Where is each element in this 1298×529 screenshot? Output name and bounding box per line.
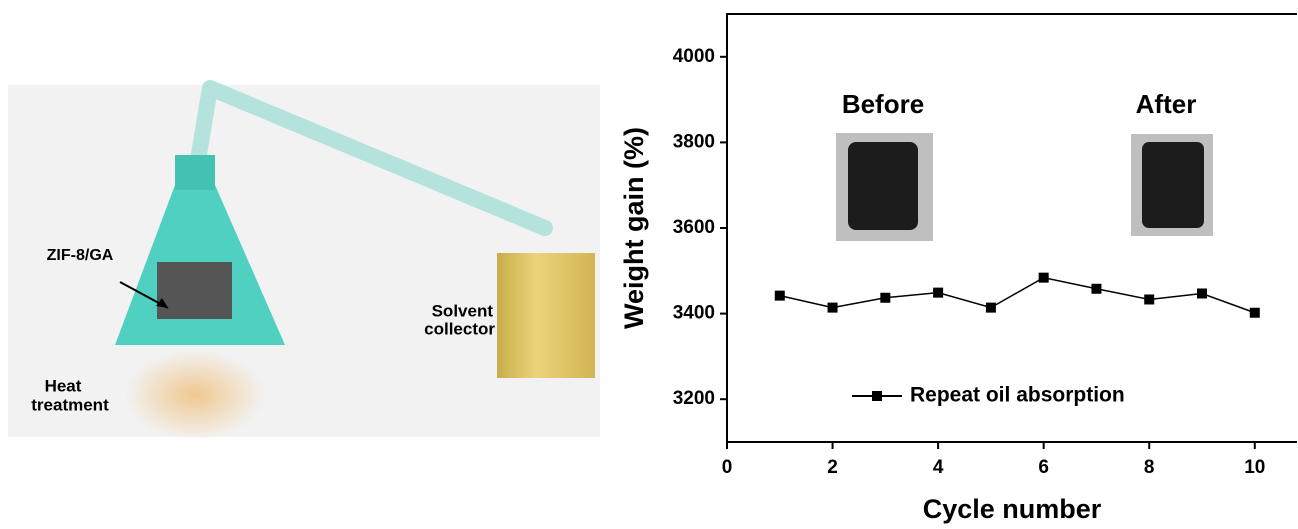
y-axis-title: Weight gain (%) — [619, 127, 649, 329]
x-tick-label: 10 — [1244, 457, 1265, 478]
marker — [1144, 294, 1154, 304]
x-tick-label: 6 — [1038, 457, 1049, 478]
annotation: After — [1136, 89, 1197, 119]
x-tick-label: 2 — [827, 457, 838, 478]
marker — [775, 291, 785, 301]
y-tick-label: 3600 — [673, 217, 715, 238]
sample-photo — [1142, 142, 1204, 228]
sample-label: ZIF-8/GA — [47, 247, 114, 264]
x-axis-title: Cycle number — [923, 494, 1102, 524]
heat-label: Heat — [45, 376, 82, 395]
solvent-collector — [497, 253, 595, 378]
marker — [986, 303, 996, 313]
heat-label: treatment — [31, 395, 109, 414]
x-tick-label: 0 — [722, 457, 733, 478]
line — [780, 278, 1255, 313]
annotation: Before — [842, 89, 924, 119]
x-tick-label: 4 — [933, 457, 944, 478]
y-tick-label: 4000 — [673, 46, 715, 67]
collector-label: Solvent — [432, 301, 494, 320]
y-tick-label: 3400 — [673, 303, 715, 324]
y-tick-label: 3800 — [673, 131, 715, 152]
marker — [828, 303, 838, 313]
figure: ZIF-8/GA Solvent collector Heat treatmen… — [0, 0, 1298, 529]
marker — [1197, 288, 1207, 298]
flask-neck — [175, 155, 215, 190]
collector-label: collector — [424, 319, 495, 338]
x-tick-label: 8 — [1144, 457, 1155, 478]
sample-photo — [848, 142, 918, 230]
apparatus-diagram: ZIF-8/GA Solvent collector Heat treatmen… — [8, 85, 600, 440]
marker — [1091, 284, 1101, 294]
marker — [880, 293, 890, 303]
heat-source — [125, 350, 265, 440]
y-tick-label: 3200 — [673, 388, 715, 409]
marker — [1039, 273, 1049, 283]
marker — [1250, 308, 1260, 318]
legend-label: Repeat oil absorption — [910, 384, 1125, 407]
marker — [933, 288, 943, 298]
sample — [157, 262, 232, 319]
legend-marker — [872, 391, 882, 401]
chart: Before After — [836, 89, 1213, 241]
